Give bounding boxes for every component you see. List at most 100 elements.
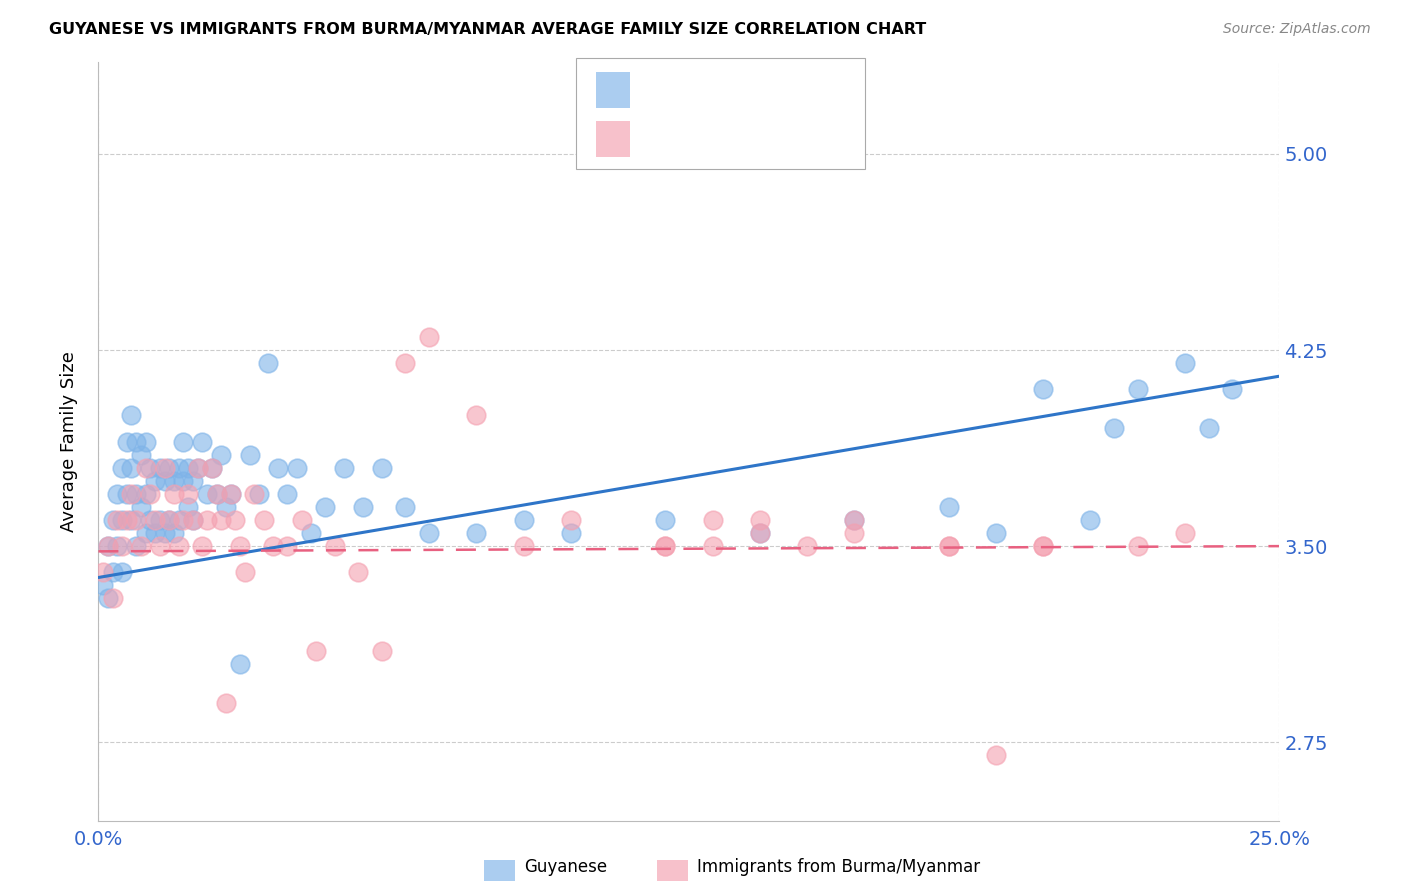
Point	[111, 566, 134, 580]
Point	[748, 513, 770, 527]
Point	[1220, 382, 1243, 396]
Point	[121, 460, 143, 475]
Point	[654, 539, 676, 553]
Point	[219, 487, 242, 501]
Point	[323, 539, 346, 553]
Point	[115, 434, 138, 449]
Point	[157, 513, 180, 527]
Point	[129, 448, 152, 462]
Point	[215, 696, 238, 710]
Point	[177, 487, 200, 501]
Point	[125, 513, 148, 527]
Point	[191, 434, 214, 449]
Point	[135, 460, 157, 475]
Point	[844, 526, 866, 541]
Point	[195, 513, 218, 527]
Point	[796, 539, 818, 553]
Point	[101, 566, 124, 580]
Point	[91, 578, 114, 592]
Point	[243, 487, 266, 501]
Point	[181, 513, 204, 527]
Point	[105, 539, 128, 553]
Point	[1126, 382, 1149, 396]
Point	[181, 474, 204, 488]
Text: 61: 61	[803, 130, 828, 148]
Point	[239, 448, 262, 462]
Point	[465, 526, 488, 541]
Point	[135, 487, 157, 501]
Point	[748, 526, 770, 541]
Text: Guyanese: Guyanese	[524, 858, 607, 876]
Point	[91, 566, 114, 580]
Point	[153, 526, 176, 541]
Point	[111, 513, 134, 527]
Point	[560, 526, 582, 541]
Point	[418, 330, 440, 344]
Point	[177, 460, 200, 475]
Point	[153, 474, 176, 488]
Point	[299, 526, 322, 541]
Point	[844, 513, 866, 527]
Point	[187, 460, 209, 475]
Point	[121, 409, 143, 423]
Point	[187, 460, 209, 475]
Point	[347, 566, 370, 580]
Point	[121, 513, 143, 527]
Point	[1032, 539, 1054, 553]
Point	[1198, 421, 1220, 435]
Point	[105, 513, 128, 527]
Point	[333, 460, 356, 475]
Point	[276, 487, 298, 501]
Point	[654, 539, 676, 553]
Point	[257, 356, 280, 370]
Point	[1174, 526, 1197, 541]
Text: 0.390: 0.390	[692, 81, 748, 99]
Point	[125, 487, 148, 501]
Point	[371, 643, 394, 657]
Point	[984, 526, 1007, 541]
Point	[143, 526, 166, 541]
Point	[139, 513, 162, 527]
Point	[125, 434, 148, 449]
Point	[163, 474, 186, 488]
Point	[229, 657, 252, 671]
Point	[512, 513, 534, 527]
Point	[115, 513, 138, 527]
Point	[560, 513, 582, 527]
Point	[97, 591, 120, 606]
Point	[209, 448, 232, 462]
Point	[135, 434, 157, 449]
Point	[149, 539, 172, 553]
Text: 80: 80	[803, 81, 828, 99]
Point	[1126, 539, 1149, 553]
Text: R =: R =	[645, 81, 685, 99]
Point	[167, 460, 190, 475]
Point	[290, 513, 312, 527]
Point	[177, 500, 200, 514]
Text: GUYANESE VS IMMIGRANTS FROM BURMA/MYANMAR AVERAGE FAMILY SIZE CORRELATION CHART: GUYANESE VS IMMIGRANTS FROM BURMA/MYANMA…	[49, 22, 927, 37]
Point	[121, 487, 143, 501]
Point	[215, 500, 238, 514]
Point	[1080, 513, 1102, 527]
Point	[139, 487, 162, 501]
Point	[465, 409, 488, 423]
Text: R =: R =	[645, 130, 685, 148]
Point	[111, 539, 134, 553]
Point	[149, 460, 172, 475]
Point	[938, 539, 960, 553]
Point	[149, 513, 172, 527]
Point	[163, 526, 186, 541]
Point	[111, 460, 134, 475]
Text: Source: ZipAtlas.com: Source: ZipAtlas.com	[1223, 22, 1371, 37]
Point	[702, 539, 724, 553]
Text: N =: N =	[751, 130, 803, 148]
Point	[1102, 421, 1125, 435]
Point	[352, 500, 374, 514]
Point	[938, 539, 960, 553]
Point	[157, 460, 180, 475]
Point	[167, 513, 190, 527]
Point	[276, 539, 298, 553]
Text: Immigrants from Burma/Myanmar: Immigrants from Burma/Myanmar	[697, 858, 980, 876]
Point	[938, 500, 960, 514]
Point	[844, 513, 866, 527]
